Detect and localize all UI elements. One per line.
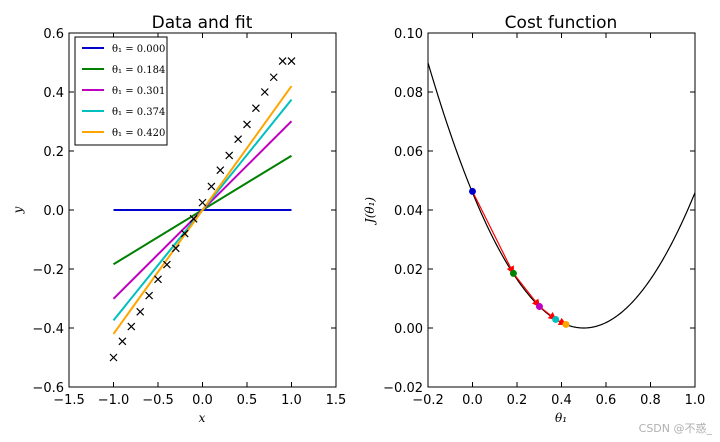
right-plot-frame <box>427 32 696 388</box>
data-point-marker <box>109 353 118 362</box>
cost-point <box>535 302 543 310</box>
legend-label: θ₁ = 0.301 <box>112 86 165 97</box>
left-xtick-label: 1.5 <box>326 393 347 408</box>
left-xtick-label: −1.5 <box>53 393 85 408</box>
gradient-step-arrow <box>512 273 541 308</box>
right-ytick-label: 0.08 <box>394 86 423 101</box>
right-ytick-label: 0.00 <box>394 322 423 337</box>
legend: θ₁ = 0.000 θ₁ = 0.184 θ₁ = 0.301 θ₁ = 0.374… <box>74 36 168 146</box>
data-point-marker <box>269 73 278 82</box>
data-point-marker <box>225 151 234 160</box>
left-xtick-label: −0.5 <box>142 393 174 408</box>
right-chart-title: Cost function <box>505 13 618 33</box>
left-data-points <box>109 57 296 362</box>
right-ytick-label: 0.04 <box>394 204 423 219</box>
data-point-marker <box>251 104 260 113</box>
left-ytick-label: 0.0 <box>43 204 64 219</box>
data-point-marker <box>260 88 269 96</box>
cost-point <box>552 315 560 323</box>
data-point-marker <box>189 214 198 223</box>
right-xtick-label: 1.0 <box>685 393 706 408</box>
data-point-marker <box>145 291 154 300</box>
data-point-marker <box>216 166 225 175</box>
cost-points <box>469 187 570 328</box>
right-x-axis-label: θ₁ <box>555 411 567 425</box>
data-point-marker <box>162 260 171 269</box>
right-y-axis-label: J(θ₁) <box>363 197 377 227</box>
left-chart-title: Data and fit <box>152 13 253 33</box>
left-xtick-label: 0.5 <box>237 393 258 408</box>
legend-label: θ₁ = 0.000 <box>112 44 165 55</box>
cost-point <box>562 320 570 328</box>
right-xtick-label: 0.6 <box>596 393 617 408</box>
left-panel-data-and-fit: Data and fit −1.5 −1.0 −0.5 0.0 0.5 1.0 1.5 −0.… <box>11 13 346 425</box>
data-point-marker <box>136 307 145 316</box>
left-ytick-label: −0.4 <box>32 322 64 337</box>
left-ytick-label: 0.6 <box>43 27 64 42</box>
watermark: CSDN @不惑_ <box>638 422 712 435</box>
right-panel-cost-function: Cost function −0.2 0.0 0.2 0.4 0.6 0.8 1.0 −0.0… <box>363 13 705 425</box>
left-ticks: −1.5 −1.0 −0.5 0.0 0.5 1.0 1.5 −0.6 −0.4 −0.2 0.0 0… <box>32 27 346 408</box>
data-point-marker <box>243 120 251 129</box>
left-x-axis-label: x <box>199 411 206 425</box>
right-xtick-label: 0.8 <box>640 393 661 408</box>
data-point-marker <box>180 229 189 238</box>
cost-curve-group <box>428 62 695 329</box>
right-ytick-label: 0.02 <box>394 263 423 278</box>
right-xtick-label: 0.2 <box>507 393 528 408</box>
data-point-marker <box>278 57 287 65</box>
left-ytick-label: 0.4 <box>43 86 64 101</box>
cost-point <box>469 187 476 195</box>
data-point-marker <box>171 244 180 253</box>
gradient-step-arrow <box>471 191 514 275</box>
left-xtick-label: 0.0 <box>192 393 213 408</box>
left-ytick-label: −0.6 <box>32 381 64 396</box>
data-point-marker <box>234 135 243 144</box>
legend-label: θ₁ = 0.184 <box>112 65 165 76</box>
data-point-marker <box>127 322 136 331</box>
right-ytick-label: 0.06 <box>394 145 423 160</box>
right-ticks: −0.2 0.0 0.2 0.4 0.6 0.8 1.0 −0.02 0.00 0.02 0.04 0… <box>383 27 705 408</box>
right-xtick-label: 0.0 <box>462 393 483 408</box>
data-point-marker <box>154 275 162 284</box>
cost-curve <box>428 62 695 329</box>
gradient-step-arrows <box>471 191 567 325</box>
left-y-axis-label: y <box>11 206 25 214</box>
right-xtick-label: −0.2 <box>412 393 444 408</box>
right-xtick-label: 0.4 <box>551 393 572 408</box>
data-point-marker <box>207 182 216 191</box>
data-point-marker <box>118 337 127 346</box>
left-fit-lines <box>112 85 293 335</box>
legend-label: θ₁ = 0.420 <box>112 128 165 139</box>
left-ytick-label: 0.2 <box>43 145 64 160</box>
left-xtick-label: −1.0 <box>98 393 130 408</box>
right-ytick-label: −0.02 <box>383 381 423 396</box>
left-ytick-label: −0.2 <box>32 263 64 278</box>
cost-point <box>509 269 517 277</box>
fit-line <box>112 85 293 335</box>
left-xtick-label: 1.0 <box>281 393 302 408</box>
data-point-marker <box>287 57 296 65</box>
right-ytick-label: 0.10 <box>394 27 423 42</box>
legend-label: θ₁ = 0.374 <box>112 107 165 118</box>
data-point-marker <box>198 198 207 207</box>
